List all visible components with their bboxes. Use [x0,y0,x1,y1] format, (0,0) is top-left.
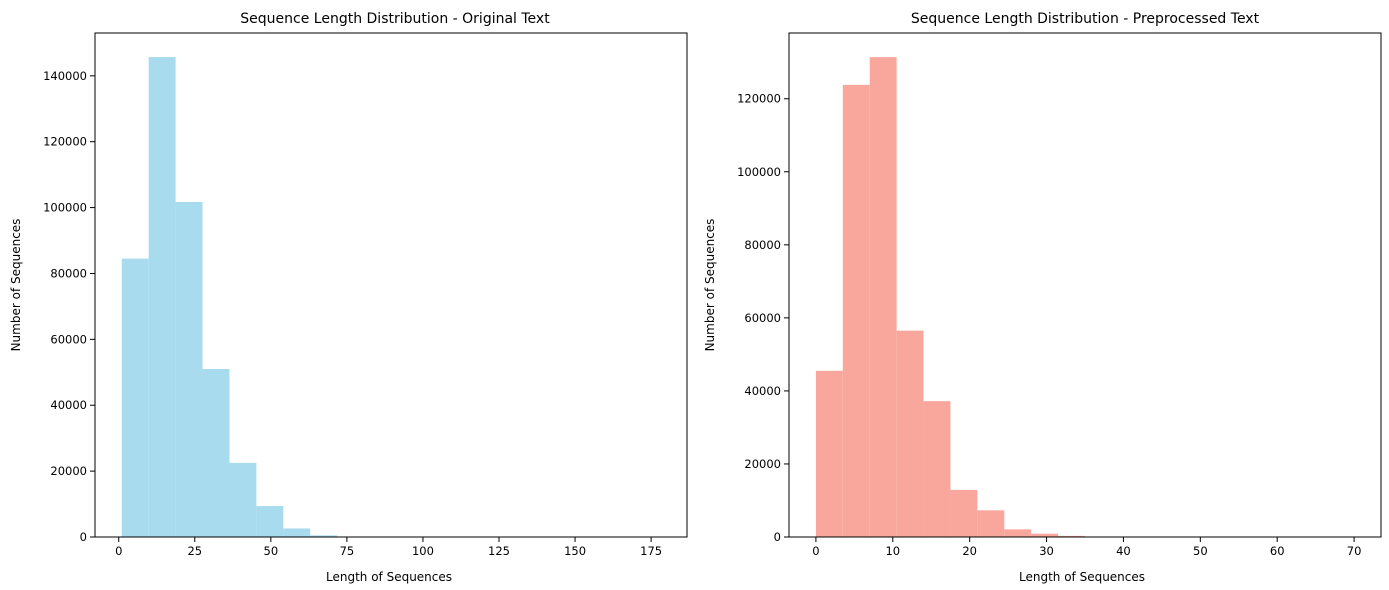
plot-frame [94,32,688,538]
histogram-bar [923,401,951,537]
bars-group [815,57,1355,538]
y-tick-label: 100000 [43,201,87,215]
x-tick-label: 50 [1193,544,1208,558]
chart-title: Sequence Length Distribution - Original … [240,11,550,27]
histogram-bar [1031,533,1059,537]
histogram-bar [283,528,311,537]
histogram-bar [815,370,843,537]
x-tick-label: 0 [812,544,819,558]
histogram-bar [121,258,149,537]
bars-group [121,57,661,538]
histogram-bar [148,57,176,537]
chart-preprocessed-text: Sequence Length Distribution - Preproces… [703,11,1382,584]
y-axis-label: Number of Sequences [703,219,717,352]
x-tick-label: 20 [962,544,977,558]
y-tick-label: 40000 [744,384,781,398]
histogram-bar [310,535,338,537]
x-tick-label: 100 [412,544,434,558]
x-tick-label: 30 [1039,544,1054,558]
x-tick-label: 70 [1347,544,1362,558]
x-tick-label: 40 [1116,544,1131,558]
histogram-bar [229,462,257,537]
y-tick-label: 40000 [50,398,87,412]
x-tick-label: 50 [264,544,279,558]
y-tick-label: 120000 [737,92,781,106]
histogram-bar [1058,535,1085,537]
x-tick-label: 25 [187,544,202,558]
x-axis-label: Length of Sequences [326,570,452,584]
y-axis-ticks: 0 20000 40000 60000 80000 100000 120000 [737,92,789,544]
y-axis-ticks: 0 20000 40000 60000 80000 100000 120000 140000 [43,69,95,544]
histogram-bar [950,489,978,537]
x-tick-label: 175 [640,544,662,558]
histogram-bar [1004,529,1032,537]
y-tick-label: 80000 [50,266,87,280]
x-axis-ticks: 0 10 20 30 40 50 60 70 [812,537,1361,558]
y-tick-label: 80000 [744,238,781,252]
y-tick-label: 60000 [50,332,87,346]
x-axis-ticks: 0 25 50 75 100 125 150 175 [115,537,662,558]
x-tick-label: 75 [340,544,355,558]
chart-title: Sequence Length Distribution - Preproces… [911,11,1260,27]
y-tick-label: 120000 [43,135,87,149]
y-axis-label: Number of Sequences [9,219,23,352]
x-axis-label: Length of Sequences [1019,570,1145,584]
histogram-bar [175,201,203,538]
chart-original-text: Sequence Length Distribution - Original … [9,11,688,584]
y-tick-label: 140000 [43,69,87,83]
x-tick-label: 150 [564,544,586,558]
y-tick-label: 0 [80,530,87,544]
histogram-bar [842,84,870,537]
histogram-bar [896,330,924,537]
x-tick-label: 10 [885,544,900,558]
x-tick-label: 60 [1270,544,1285,558]
histogram-bar [869,57,897,538]
y-tick-label: 60000 [744,311,781,325]
histogram-bar [977,510,1005,537]
histogram-bar [256,506,284,537]
x-tick-label: 0 [115,544,122,558]
y-tick-label: 100000 [737,165,781,179]
x-tick-label: 125 [488,544,510,558]
histogram-bar [202,369,230,537]
plot-frame [788,32,1382,538]
y-tick-label: 0 [774,530,781,544]
y-tick-label: 20000 [744,457,781,471]
y-tick-label: 20000 [50,464,87,478]
